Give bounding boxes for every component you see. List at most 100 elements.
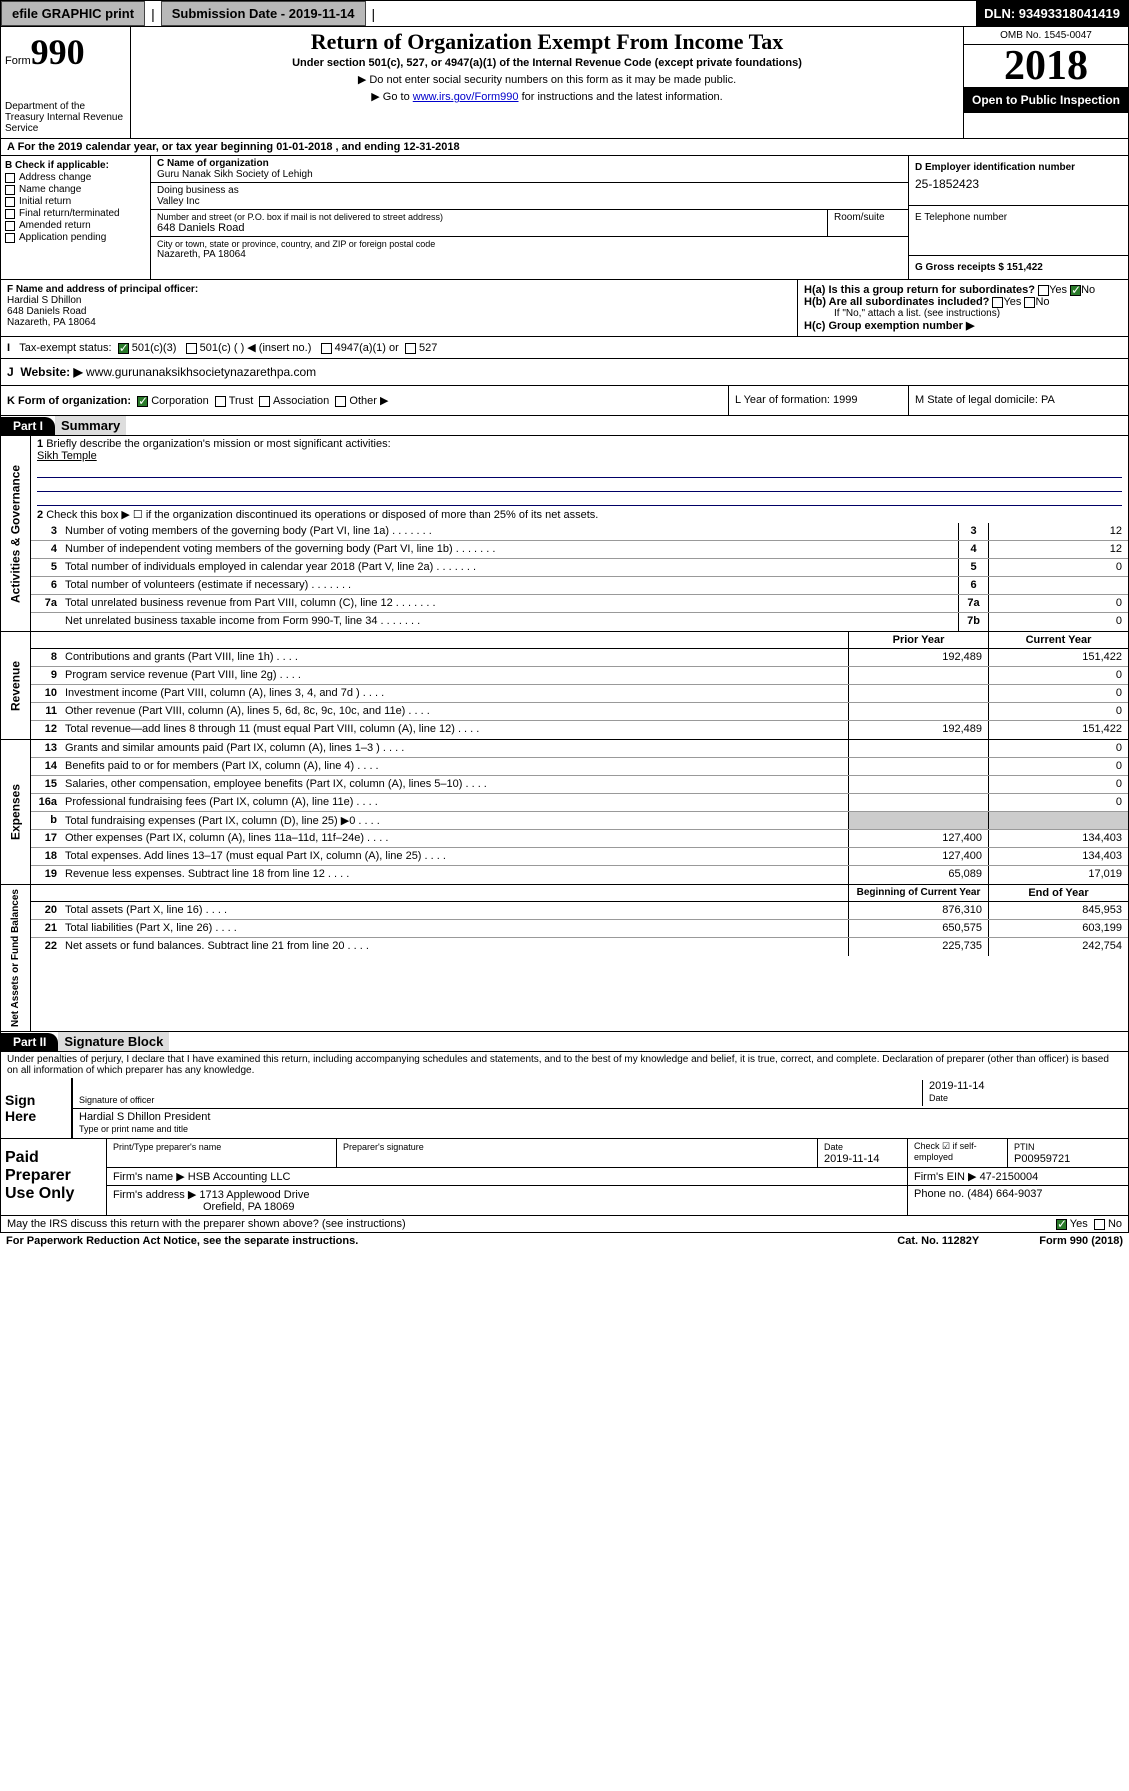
ln-val: 0 <box>988 595 1128 612</box>
i-501c3[interactable] <box>118 343 129 354</box>
ln-num: 20 <box>31 902 61 919</box>
dba: Valley Inc <box>157 196 902 207</box>
ln-current: 0 <box>988 685 1128 702</box>
hb-yes[interactable] <box>992 297 1003 308</box>
q2n: 2 <box>37 509 43 521</box>
ln-current: 242,754 <box>988 938 1128 956</box>
k-corp[interactable] <box>137 396 148 407</box>
discuss-no[interactable] <box>1094 1219 1105 1230</box>
ln-txt: Professional fundraising fees (Part IX, … <box>61 794 848 811</box>
b4: Amended return <box>19 220 91 231</box>
ln-num: 3 <box>31 523 61 540</box>
spacer <box>31 632 848 648</box>
submission-btn[interactable]: Submission Date - 2019-11-14 <box>161 1 366 26</box>
ln-prior: 225,735 <box>848 938 988 956</box>
officer-name: Hardial S Dhillon President <box>79 1111 210 1123</box>
ln-current: 134,403 <box>988 830 1128 847</box>
ln-box: 4 <box>958 541 988 558</box>
pipe: | <box>366 6 382 22</box>
phone: (484) 664-9037 <box>967 1188 1042 1200</box>
tax-year: 2018 <box>964 45 1128 87</box>
q1v: Sikh Temple <box>37 450 97 462</box>
ha-yes[interactable] <box>1038 285 1049 296</box>
sig-lbl: Signature of officer <box>79 1095 154 1105</box>
i4: 527 <box>419 342 437 354</box>
pipe: | <box>145 6 161 22</box>
i3: 4947(a)(1) or <box>335 342 399 354</box>
hdr-eoy: End of Year <box>988 885 1128 901</box>
ln-txt: Net unrelated business taxable income fr… <box>61 613 958 631</box>
chk-pending[interactable] <box>5 233 15 243</box>
f-lbl: F Name and address of principal officer: <box>7 284 791 295</box>
discuss-yes[interactable] <box>1056 1219 1067 1230</box>
dln: DLN: 93493318041419 <box>976 1 1128 26</box>
ln-num: 16a <box>31 794 61 811</box>
phone-lbl: Phone no. <box>914 1188 964 1200</box>
q1t: Briefly describe the organization's miss… <box>46 438 390 450</box>
ln-num: b <box>31 812 61 829</box>
ln-num: 7a <box>31 595 61 612</box>
ln-txt: Total liabilities (Part X, line 26) . . … <box>61 920 848 937</box>
i-4947[interactable] <box>321 343 332 354</box>
open-public: Open to Public Inspection <box>964 87 1128 113</box>
ph5: PTIN <box>1014 1142 1035 1152</box>
efile-btn[interactable]: efile GRAPHIC print <box>1 1 145 26</box>
b3: Final return/terminated <box>19 208 120 219</box>
ln-prior <box>848 812 988 829</box>
ln-current: 845,953 <box>988 902 1128 919</box>
chk-name[interactable] <box>5 185 15 195</box>
ln-box: 7b <box>958 613 988 631</box>
f-addr2: Nazareth, PA 18064 <box>7 317 791 328</box>
ln-txt: Total expenses. Add lines 13–17 (must eq… <box>61 848 848 865</box>
chk-amended[interactable] <box>5 221 15 231</box>
no: No <box>1081 284 1095 296</box>
ln-current: 603,199 <box>988 920 1128 937</box>
k-other[interactable] <box>335 396 346 407</box>
k-lbl: K Form of organization: <box>7 395 131 407</box>
i-527[interactable] <box>405 343 416 354</box>
ln-txt: Total fundraising expenses (Part IX, col… <box>61 812 848 829</box>
ln-txt: Other expenses (Part IX, column (A), lin… <box>61 830 848 847</box>
chk-addr[interactable] <box>5 173 15 183</box>
ln-current: 0 <box>988 740 1128 757</box>
ln-box: 5 <box>958 559 988 576</box>
spacer2 <box>31 885 848 901</box>
ph1: Print/Type preparer's name <box>113 1142 221 1152</box>
ln-prior <box>848 667 988 684</box>
firm: HSB Accounting LLC <box>188 1171 291 1183</box>
sec-exp: Expenses <box>1 740 31 884</box>
g-lbl: G Gross receipts $ 151,422 <box>915 262 1122 273</box>
ln-current: 17,019 <box>988 866 1128 884</box>
ln-prior <box>848 685 988 702</box>
b1: Name change <box>19 184 81 195</box>
i-501c[interactable] <box>186 343 197 354</box>
sec-net: Net Assets or Fund Balances <box>1 885 31 1031</box>
k-trust[interactable] <box>215 396 226 407</box>
k-assoc[interactable] <box>259 396 270 407</box>
dept: Department of the Treasury Internal Reve… <box>5 101 126 134</box>
ln-txt: Contributions and grants (Part VIII, lin… <box>61 649 848 666</box>
ln-current: 0 <box>988 703 1128 720</box>
k1: Corporation <box>151 395 208 407</box>
faddr-lbl: Firm's address ▶ <box>113 1189 196 1201</box>
hb-no[interactable] <box>1024 297 1035 308</box>
name-lbl: Type or print name and title <box>79 1124 188 1134</box>
ln-txt: Total assets (Part X, line 16) . . . . <box>61 902 848 919</box>
note1: ▶ Do not enter social security numbers o… <box>137 73 957 86</box>
part2-title: Signature Block <box>58 1032 169 1051</box>
sec-gov: Activities & Governance <box>1 436 31 631</box>
ln-txt: Revenue less expenses. Subtract line 18 … <box>61 866 848 884</box>
ln-num: 13 <box>31 740 61 757</box>
irs-link[interactable]: www.irs.gov/Form990 <box>413 91 519 103</box>
ln-current: 0 <box>988 758 1128 775</box>
ln-num: 15 <box>31 776 61 793</box>
ln-val <box>988 577 1128 594</box>
ln-num: 10 <box>31 685 61 702</box>
chk-final[interactable] <box>5 209 15 219</box>
ha-no[interactable] <box>1070 285 1081 296</box>
hb: H(b) Are all subordinates included? <box>804 296 989 308</box>
ln-prior <box>848 794 988 811</box>
ln-txt: Grants and similar amounts paid (Part IX… <box>61 740 848 757</box>
b0: Address change <box>19 172 91 183</box>
chk-initial[interactable] <box>5 197 15 207</box>
